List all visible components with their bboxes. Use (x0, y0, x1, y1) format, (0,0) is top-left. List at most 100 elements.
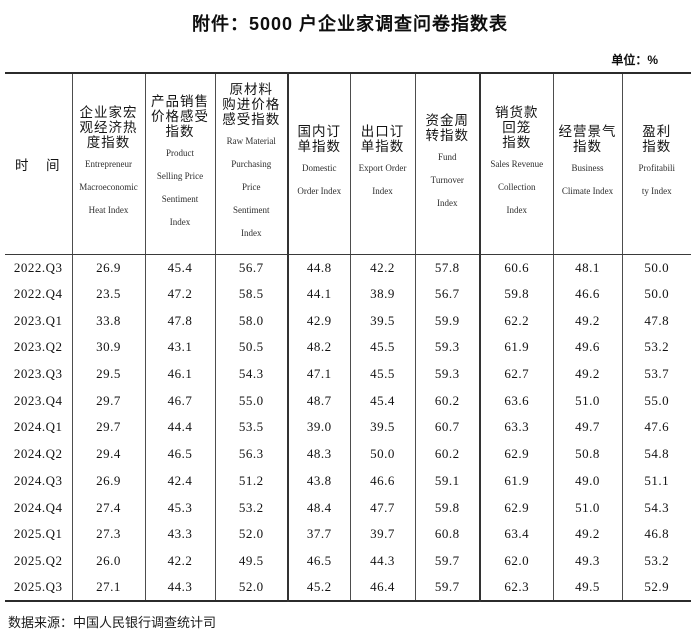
value-cell: 46.1 (145, 360, 216, 388)
value-cell: 46.8 (644, 526, 670, 542)
value-cell: 46.4 (350, 574, 416, 601)
value-cell: 51.0 (553, 387, 623, 415)
value-cell: 54.3 (215, 360, 289, 388)
value-cell: 63.6 (480, 387, 554, 415)
value-cell: 39.7 (350, 520, 416, 548)
value-cell: 42.4 (145, 467, 216, 495)
value-cell: 29.7 (72, 387, 146, 415)
page-title: 附件：5000 户企业家调查问卷指数表 (191, 14, 509, 34)
table-row: 2024.Q4 27.4 45.3 53.2 48.4 47.7 59.8 62.9 51.0 5… (5, 494, 691, 521)
value-cell: 29.4 (72, 440, 146, 468)
value-cell: 53.2 (644, 552, 670, 568)
table-row: 2023.Q4 29.7 46.7 55.0 48.7 45.4 60.2 63.6 51.0 5… (5, 387, 691, 415)
value-cell: 45.4 (145, 254, 216, 281)
column-header-macro-heat: 企业家宏 观经济热 度指数 Entrepreneur Macroeconomic … (72, 73, 146, 255)
table-row: 2023.Q1 33.8 47.8 58.0 42.9 39.5 59.9 62.2 49.2 4… (5, 307, 691, 335)
value-cell: 43.8 (288, 467, 351, 495)
value-cell: 50.8 (553, 440, 623, 468)
column-header-en: Domestic Order Index (297, 163, 342, 197)
value-cell: 49.5 (553, 574, 623, 601)
column-header-en: Fund Turnover Index (430, 151, 464, 208)
table-row: 2024.Q1 29.7 44.4 53.5 39.0 39.5 60.7 63.3 49.7 4… (5, 414, 691, 441)
value-cell: 51.1 (644, 472, 670, 488)
value-cell: 27.4 (72, 494, 146, 521)
value-cell: 49.0 (553, 467, 623, 495)
table-row: 2025.Q1 27.3 43.3 52.0 37.7 39.7 60.8 63.4 49.2 4… (5, 520, 691, 548)
value-cell: 62.9 (480, 440, 554, 468)
table-row: 2023.Q2 30.9 43.1 50.5 48.2 45.5 59.3 61.9 49.6 5… (5, 334, 691, 361)
value-cell: 60.2 (415, 387, 481, 415)
value-cell: 62.0 (480, 547, 554, 575)
column-header-en: Entrepreneur Macroeconomic Heat Index (79, 159, 138, 216)
time-cell: 2022.Q3 (5, 254, 73, 281)
column-header-zh: 盈利 指数 (642, 124, 672, 155)
value-cell: 42.2 (350, 254, 416, 281)
value-cell: 49.5 (215, 547, 289, 575)
value-cell: 59.8 (480, 280, 554, 308)
value-cell: 45.5 (350, 334, 416, 361)
column-header-zh: 原材料 购进价格 感受指数 (222, 82, 281, 128)
value-cell: 29.5 (72, 360, 146, 388)
value-cell: 44.4 (145, 414, 216, 441)
value-cell: 49.7 (553, 414, 623, 441)
value-cell: 45.4 (350, 387, 416, 415)
column-header-domestic-order: 国内订 单指数 Domestic Order Index (288, 73, 351, 255)
value-cell: 47.6 (644, 419, 670, 435)
value-cell: 33.8 (72, 307, 146, 335)
value-cell: 60.7 (415, 414, 481, 441)
value-cell: 49.2 (553, 360, 623, 388)
value-cell: 45.2 (288, 574, 351, 601)
value-cell: 47.2 (145, 280, 216, 308)
time-cell: 2023.Q1 (5, 307, 73, 335)
value-cell: 51.2 (215, 467, 289, 495)
column-header-en: Product Selling Price Sentiment Index (156, 147, 204, 227)
survey-index-table: 时 间 企业家宏 观经济热 度指数 Entrepreneur Macroeconom… (5, 72, 691, 602)
value-cell: 47.1 (288, 360, 351, 388)
value-cell: 37.7 (288, 520, 351, 548)
value-cell: 50.0 (644, 286, 670, 302)
value-cell: 58.0 (215, 307, 289, 335)
column-header-zh: 出口订 单指数 (360, 124, 405, 155)
value-cell: 47.8 (644, 312, 670, 328)
value-cell: 49.2 (553, 307, 623, 335)
time-cell: 2023.Q4 (5, 387, 73, 415)
column-header-en: Export Order Index (358, 163, 407, 197)
value-cell: 47.7 (350, 494, 416, 521)
value-cell: 61.9 (480, 334, 554, 361)
column-header-fund-turnover: 资金周 转指数 Fund Turnover Index (415, 73, 481, 255)
value-cell: 49.6 (553, 334, 623, 361)
time-header-label: 时 间 (15, 157, 62, 173)
time-cell: 2025.Q2 (5, 547, 73, 575)
value-cell: 51.0 (553, 494, 623, 521)
column-header-en: Profitabili ty Index (638, 163, 676, 197)
value-cell: 62.7 (480, 360, 554, 388)
column-header-en: Business Climate Index (561, 163, 614, 197)
value-cell: 61.9 (480, 467, 554, 495)
column-header-zh: 经营景气 指数 (558, 124, 617, 155)
value-cell: 59.8 (415, 494, 481, 521)
value-cell: 23.5 (72, 280, 146, 308)
value-cell: 59.3 (415, 334, 481, 361)
value-cell: 42.2 (145, 547, 216, 575)
table-row: 2022.Q3 26.9 45.4 56.7 44.8 42.2 57.8 60.6 48.1 5… (5, 254, 691, 281)
value-cell: 38.9 (350, 280, 416, 308)
value-cell: 47.8 (145, 307, 216, 335)
table-row: 2025.Q2 26.0 42.2 49.5 46.5 44.3 59.7 62.0 49.3 5… (5, 547, 691, 575)
value-cell: 45.5 (350, 360, 416, 388)
value-cell: 39.0 (288, 414, 351, 441)
table-row: 2024.Q2 29.4 46.5 56.3 48.3 50.0 60.2 62.9 50.8 5… (5, 440, 691, 468)
value-cell: 48.3 (288, 440, 351, 468)
value-cell: 60.6 (480, 254, 554, 281)
value-cell: 39.5 (350, 307, 416, 335)
value-cell: 44.1 (288, 280, 351, 308)
value-cell: 59.3 (415, 360, 481, 388)
value-cell: 48.2 (288, 334, 351, 361)
value-cell: 50.0 (350, 440, 416, 468)
value-cell: 50.0 (644, 259, 670, 275)
column-header-product-price: 产品销售 价格感受 指数 Product Selling Price Sentim… (145, 73, 216, 255)
value-cell: 39.5 (350, 414, 416, 441)
column-header-zh: 资金周 转指数 (425, 112, 469, 143)
value-cell: 60.2 (415, 440, 481, 468)
value-cell: 53.2 (215, 494, 289, 521)
table-row: 2023.Q3 29.5 46.1 54.3 47.1 45.5 59.3 62.7 49.2 5… (5, 360, 691, 388)
